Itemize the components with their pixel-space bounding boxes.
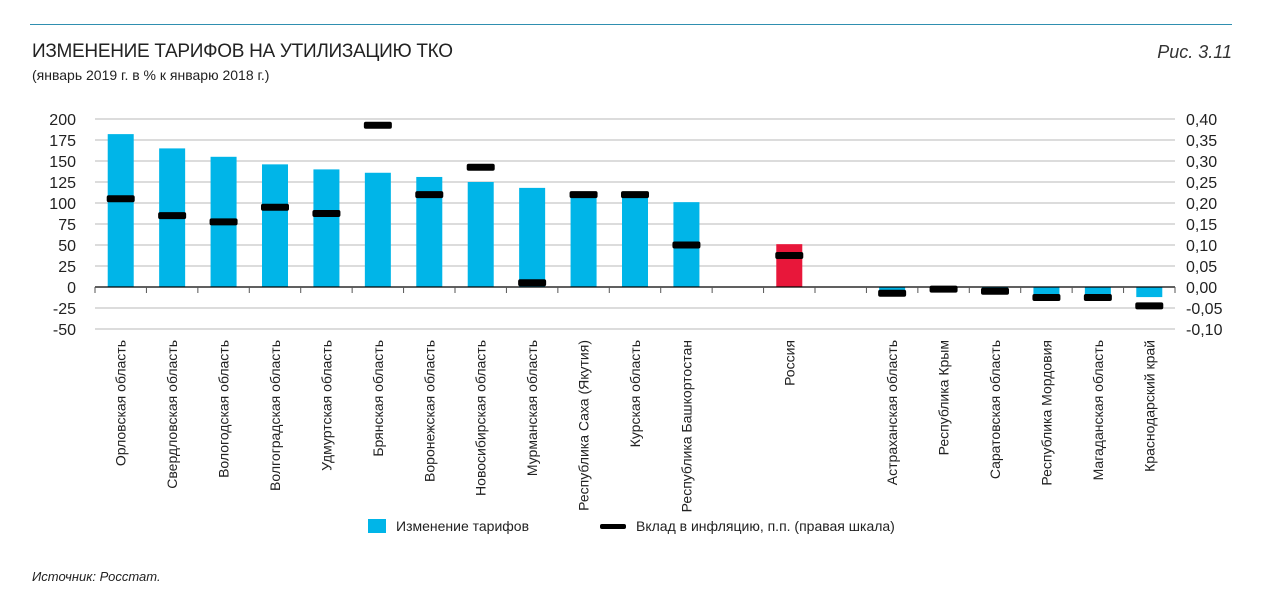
category-label: Саратовская область: [987, 340, 1003, 479]
inflation-marker: [363, 121, 392, 129]
inflation-marker: [775, 252, 804, 259]
left-tick-label: 125: [49, 175, 76, 192]
category-label: Мурманская область: [524, 340, 540, 476]
right-tick-label: 0,40: [1186, 112, 1217, 129]
inflation-marker: [415, 191, 444, 199]
figure-number: Рис. 3.11: [1157, 42, 1232, 62]
left-tick-label: -50: [53, 322, 76, 339]
category-label: Россия: [781, 340, 797, 386]
inflation-marker: [672, 241, 701, 249]
inflation-marker: [106, 195, 135, 203]
bar: [570, 194, 597, 287]
left-tick-label: 175: [49, 133, 76, 150]
inflation-marker: [929, 285, 958, 293]
bar: [313, 169, 340, 287]
category-label: Курская область: [627, 340, 643, 447]
category-label: Новосибирская область: [473, 340, 489, 496]
inflation-marker: [261, 203, 289, 211]
legend-item-markers: Вклад в инфляцию, п.п. (правая шкала): [600, 518, 895, 534]
inflation-marker: [878, 289, 907, 297]
inflation-marker: [312, 210, 341, 217]
bar: [107, 134, 134, 287]
bar: [519, 187, 546, 287]
right-tick-label: 0,10: [1186, 238, 1217, 255]
category-label: Республика Башкортостан: [678, 340, 694, 512]
left-tick-label: 150: [49, 154, 76, 171]
category-label: Удмуртская область: [318, 340, 334, 471]
legend-label: Изменение тарифов: [396, 518, 530, 534]
right-tick-label: 0,35: [1186, 133, 1217, 150]
right-tick-label: 0,05: [1186, 259, 1217, 276]
left-tick-label: 75: [58, 217, 76, 234]
bar: [1033, 287, 1060, 298]
legend-bar-swatch: [368, 519, 386, 533]
bar: [1136, 287, 1163, 298]
category-label: Свердловская область: [164, 340, 180, 489]
bar: [467, 182, 494, 287]
left-tick-label: 200: [49, 112, 76, 129]
left-tick-label: 50: [58, 238, 76, 255]
left-tick-label: -25: [53, 301, 76, 318]
bar: [879, 287, 906, 292]
legend-item-bars: Изменение тарифов: [368, 518, 529, 534]
category-label: Республика Саха (Якутия): [576, 340, 592, 511]
inflation-marker: [981, 287, 1009, 295]
bar: [622, 197, 648, 287]
inflation-marker: [518, 279, 547, 287]
chart-title: ИЗМЕНЕНИЕ ТАРИФОВ НА УТИЛИЗАЦИЮ ТКО: [32, 41, 453, 62]
inflation-marker: [158, 212, 187, 220]
category-label: Волгоградская область: [267, 340, 283, 491]
inflation-marker: [569, 191, 598, 199]
inflation-marker: [1032, 294, 1061, 301]
category-label: Республика Мордовия: [1038, 340, 1054, 486]
left-tick-label: 100: [49, 196, 76, 213]
right-tick-label: -0,10: [1186, 322, 1223, 339]
category-label: Магаданская область: [1090, 340, 1106, 480]
bar: [364, 172, 391, 287]
top-divider: [30, 24, 1232, 25]
right-tick-label: 0,00: [1186, 280, 1217, 297]
category-label: Воронежская область: [421, 340, 437, 482]
source-note: Источник: Росстат.: [32, 569, 161, 584]
category-label: Брянская область: [370, 340, 386, 457]
legend-label: Вклад в инфляцию, п.п. (правая шкала): [636, 518, 895, 534]
category-label: Астраханская область: [884, 340, 900, 485]
bar: [262, 164, 288, 287]
inflation-marker: [621, 191, 649, 199]
right-tick-label: 0,25: [1186, 175, 1217, 192]
right-tick-label: 0,30: [1186, 154, 1217, 171]
right-tick-label: -0,05: [1186, 301, 1223, 318]
right-tick-label: 0,15: [1186, 217, 1217, 234]
category-label: Краснодарский край: [1141, 340, 1157, 472]
chart-subtitle: (январь 2019 г. в % к январю 2018 г.): [32, 67, 270, 83]
inflation-marker: [1135, 302, 1164, 310]
bar: [776, 244, 803, 287]
legend-marker-swatch: [600, 523, 626, 529]
inflation-marker: [1083, 294, 1112, 301]
category-label: Орловская область: [113, 340, 129, 466]
inflation-marker: [466, 163, 495, 171]
category-label: Вологодская область: [216, 340, 232, 478]
left-tick-label: 25: [58, 259, 76, 276]
bar: [1084, 287, 1111, 298]
inflation-marker: [209, 218, 238, 226]
left-tick-label: 0: [67, 280, 76, 297]
category-label: Республика Крым: [936, 340, 952, 455]
right-tick-label: 0,20: [1186, 196, 1217, 213]
